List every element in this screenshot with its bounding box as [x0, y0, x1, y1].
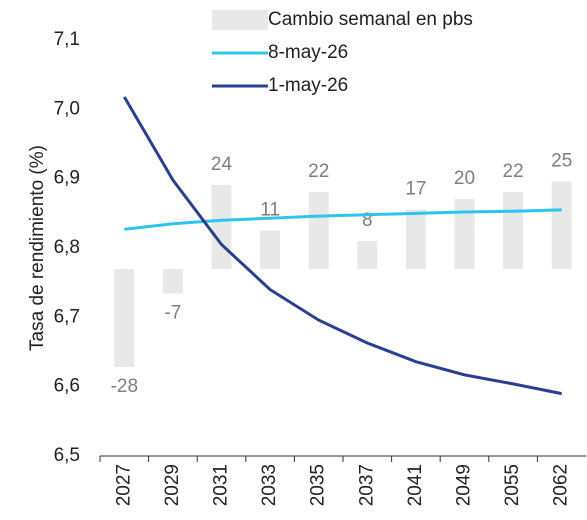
- x-tick-label: 2062: [551, 464, 572, 506]
- bar-value-label: 8: [362, 210, 373, 231]
- bar: [551, 181, 572, 270]
- x-tick-label: 2031: [211, 464, 232, 506]
- bar: [308, 191, 329, 270]
- x-tick-label: 2041: [405, 464, 426, 506]
- x-tick-label: 2033: [259, 464, 280, 506]
- y-tick-label: 6,9: [54, 168, 80, 189]
- bar: [503, 191, 524, 270]
- y-tick-label: 6,7: [54, 306, 80, 327]
- line: [123, 96, 562, 396]
- bar-value-label: -7: [164, 303, 181, 324]
- bar: [357, 240, 378, 270]
- bar-value-label: 11: [260, 200, 280, 221]
- y-tick-label: 6,8: [54, 237, 80, 258]
- bar: [260, 230, 281, 270]
- line: [124, 208, 562, 231]
- x-tick-label: 2027: [113, 464, 134, 506]
- bar-value-label: 17: [405, 178, 426, 199]
- bar-value-label: 25: [551, 150, 572, 171]
- bar-value-label: 22: [503, 161, 524, 182]
- bar-value-label: 24: [211, 154, 233, 175]
- x-tick-label: 2049: [454, 464, 475, 506]
- legend-label: 8-may-26: [268, 42, 348, 63]
- bar: [162, 269, 183, 294]
- legend-label: Cambio semanal en pbs: [268, 9, 473, 30]
- y-axis-label: Tasa de rendimiento (%): [27, 145, 48, 351]
- y-tick-label: 7,1: [54, 29, 80, 50]
- legend-label: 1-may-26: [268, 75, 348, 96]
- x-tick-label: 2029: [162, 464, 183, 506]
- bar-value-label: 22: [308, 161, 329, 182]
- bar: [405, 209, 426, 270]
- y-tick-label: 7,0: [54, 98, 80, 119]
- y-tick-label: 6,6: [54, 376, 80, 397]
- bar: [211, 184, 232, 270]
- bar: [114, 269, 135, 368]
- legend-swatch: [212, 10, 268, 30]
- bar: [454, 198, 475, 270]
- x-tick-label: 2035: [308, 464, 329, 506]
- bar-value-label: -28: [111, 376, 138, 397]
- x-tick-label: 2037: [356, 464, 377, 506]
- y-tick-label: 6,5: [54, 445, 80, 466]
- x-tick-label: 2055: [502, 464, 523, 506]
- bar-value-label: 20: [454, 168, 475, 189]
